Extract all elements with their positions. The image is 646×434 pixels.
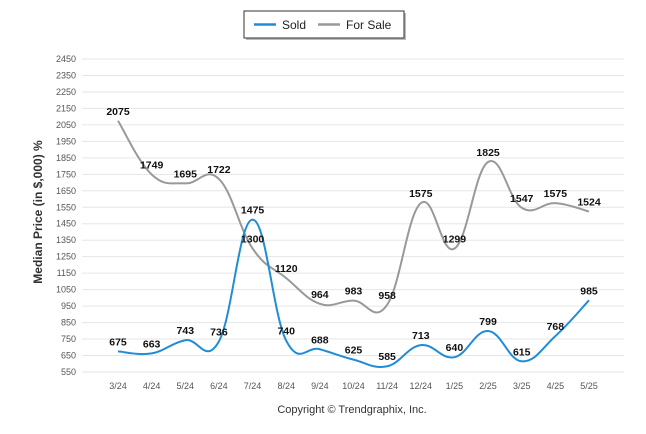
data-label-for-sale: 983 xyxy=(345,286,363,298)
data-label-for-sale: 1300 xyxy=(241,233,265,245)
data-label-sold: 640 xyxy=(446,342,464,354)
legend-label-for-sale: For Sale xyxy=(346,18,392,32)
y-tick-label: 1050 xyxy=(56,285,76,295)
x-tick-label: 11/24 xyxy=(376,381,398,391)
data-label-sold: 740 xyxy=(277,326,295,338)
y-tick-label: 2150 xyxy=(56,103,76,113)
y-tick-label: 1750 xyxy=(56,169,76,179)
x-axis-ticks: 3/24 4/24 5/24 6/24 7/24 8/24 9/24 10/24 11/24 12… xyxy=(109,381,598,391)
data-label-for-sale: 1825 xyxy=(476,147,500,159)
legend-label-sold: Sold xyxy=(282,18,306,32)
x-tick-label: 10/24 xyxy=(342,381,365,391)
y-tick-label: 950 xyxy=(61,301,76,311)
series-line-sold xyxy=(117,218,590,368)
data-label-sold: 768 xyxy=(547,321,565,333)
data-label-for-sale: 1695 xyxy=(174,168,198,180)
data-label-sold: 688 xyxy=(311,334,329,346)
x-tick-label: 3/24 xyxy=(109,381,127,391)
series-lines xyxy=(117,120,590,368)
gridlines xyxy=(82,58,624,373)
y-axis-ticks: 550 650 750 850 950 1050 1150 1250 1350 1450 1550 1… xyxy=(56,54,76,377)
data-label-sold: 675 xyxy=(109,336,127,348)
y-tick-label: 1950 xyxy=(56,136,76,146)
y-tick-label: 2350 xyxy=(56,70,76,80)
x-tick-label: 12/24 xyxy=(410,381,433,391)
x-tick-label: 4/24 xyxy=(143,381,161,391)
x-tick-label: 5/24 xyxy=(177,381,195,391)
x-tick-label: 3/25 xyxy=(513,381,531,391)
data-label-for-sale: 964 xyxy=(311,289,329,301)
data-label-sold: 743 xyxy=(177,325,195,337)
data-label-for-sale: 1575 xyxy=(409,188,433,200)
x-tick-label: 2/25 xyxy=(479,381,497,391)
data-label-for-sale: 1547 xyxy=(510,193,534,205)
y-tick-label: 850 xyxy=(61,318,76,328)
legend: Sold For Sale xyxy=(243,10,406,40)
data-label-sold: 625 xyxy=(345,345,363,357)
x-tick-label: 8/24 xyxy=(277,381,295,391)
x-tick-label: 4/25 xyxy=(547,381,565,391)
data-label-for-sale: 1299 xyxy=(443,234,467,246)
x-tick-label: 1/25 xyxy=(446,381,464,391)
data-label-sold: 985 xyxy=(580,285,598,297)
data-label-sold: 1475 xyxy=(241,205,265,217)
x-tick-label: 9/24 xyxy=(311,381,329,391)
series-line-for-sale xyxy=(117,120,590,314)
data-label-for-sale: 2075 xyxy=(106,106,130,118)
y-tick-label: 2450 xyxy=(56,54,76,64)
y-tick-label: 1350 xyxy=(56,235,76,245)
y-tick-label: 2050 xyxy=(56,120,76,130)
data-label-for-sale: 1749 xyxy=(140,159,164,171)
data-label-for-sale: 1120 xyxy=(275,263,298,275)
data-label-sold: 799 xyxy=(479,316,497,328)
data-label-sold: 663 xyxy=(143,338,161,350)
data-label-for-sale: 1524 xyxy=(577,197,601,209)
y-tick-label: 650 xyxy=(61,351,76,361)
y-tick-label: 1650 xyxy=(56,186,76,196)
y-tick-label: 1250 xyxy=(56,252,76,262)
y-tick-label: 1450 xyxy=(56,219,76,229)
x-tick-label: 6/24 xyxy=(210,381,228,391)
data-label-for-sale: 1575 xyxy=(544,188,568,200)
data-labels: 675 663 743 736 1475 740 688 625 585 713 640 799 615… xyxy=(106,106,601,363)
y-tick-label: 750 xyxy=(61,334,76,344)
y-axis-label: Median Price (in $,000) % xyxy=(31,140,45,284)
data-label-sold: 615 xyxy=(513,346,531,358)
y-tick-label: 1850 xyxy=(56,153,76,163)
data-label-sold: 585 xyxy=(378,351,396,363)
data-label-sold: 713 xyxy=(412,330,430,342)
y-tick-label: 1150 xyxy=(57,268,76,278)
y-tick-label: 2250 xyxy=(56,87,76,97)
x-tick-label: 7/24 xyxy=(244,381,262,391)
y-tick-label: 1550 xyxy=(56,202,76,212)
data-label-sold: 736 xyxy=(210,326,228,338)
data-label-for-sale: 1722 xyxy=(207,164,231,176)
y-tick-label: 550 xyxy=(61,367,76,377)
x-tick-label: 5/25 xyxy=(580,381,598,391)
data-label-for-sale: 958 xyxy=(378,290,396,302)
copyright-credit: Copyright © Trendgraphix, Inc. xyxy=(277,404,426,416)
